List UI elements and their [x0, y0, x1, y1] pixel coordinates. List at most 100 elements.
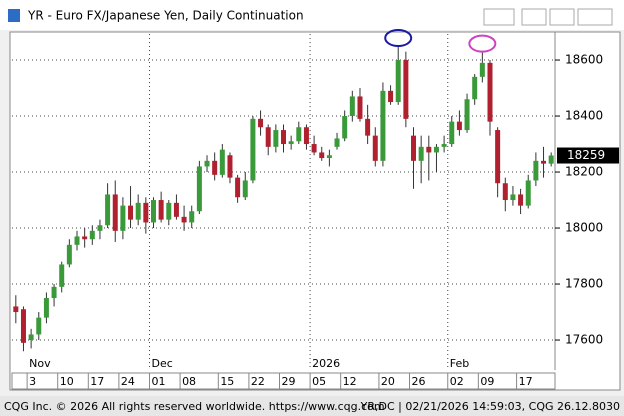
- candle-body: [258, 118, 264, 128]
- candle-body: [59, 264, 65, 287]
- candle-body: [311, 144, 317, 153]
- candle-body: [288, 141, 294, 145]
- last-price-label: 18259: [567, 148, 605, 162]
- candle-body: [349, 96, 355, 117]
- x-tick-label: 01: [151, 375, 165, 388]
- candle-body: [411, 135, 417, 161]
- window-title: YR - Euro FX/Japanese Yen, Daily Continu…: [27, 9, 304, 23]
- chart-area: [9, 31, 621, 391]
- candle-body: [158, 200, 164, 220]
- annotation-ellipse: [468, 34, 497, 53]
- x-tick-label: 22: [251, 375, 265, 388]
- candle-body: [464, 99, 470, 131]
- date-strip: [11, 372, 556, 390]
- x-tick-label: 26: [412, 375, 426, 388]
- app-icon: [8, 9, 20, 22]
- candle-body: [403, 60, 409, 119]
- candle-body: [418, 146, 424, 161]
- candle-body: [219, 149, 225, 175]
- minimize-button[interactable]: [521, 8, 547, 26]
- x-tick-label: 09: [480, 375, 494, 388]
- candle-body: [365, 118, 371, 136]
- candle-body: [13, 306, 19, 313]
- footer-right: YR,DC | 02/21/2026 14:59:03, CQG 26.12.8…: [360, 400, 620, 413]
- candle-body: [227, 155, 233, 178]
- candle-body: [66, 244, 72, 265]
- candle-body: [242, 180, 248, 198]
- candle-body: [449, 121, 455, 145]
- maximize-button[interactable]: [549, 8, 575, 26]
- x-tick-label: 12: [343, 375, 357, 388]
- y-tick-label: 18600: [565, 53, 603, 67]
- candle-body: [166, 202, 172, 220]
- candle-body: [388, 90, 394, 103]
- candle-body: [204, 160, 210, 167]
- candle-body: [36, 317, 42, 335]
- candle-body: [472, 76, 478, 100]
- candle-body: [296, 127, 302, 142]
- candle-body: [74, 236, 80, 245]
- candle-body: [173, 202, 179, 217]
- month-label: Feb: [450, 357, 469, 370]
- candle-body: [135, 202, 141, 220]
- candle-body: [120, 205, 126, 231]
- x-tick-label: 29: [282, 375, 296, 388]
- x-tick-label: 08: [182, 375, 196, 388]
- x-tick-label: 05: [312, 375, 326, 388]
- month-label: Dec: [151, 357, 172, 370]
- candle-body: [89, 230, 95, 240]
- candle-body: [495, 130, 501, 184]
- candle-body: [433, 146, 439, 153]
- annotation-ellipse: [384, 29, 413, 48]
- status-bar: [0, 396, 624, 416]
- x-tick-label: 15: [220, 375, 234, 388]
- candle-body: [273, 130, 279, 147]
- candle-body: [334, 138, 340, 147]
- candle-body: [541, 160, 547, 164]
- candle-body: [380, 90, 386, 161]
- candle-body: [265, 127, 271, 147]
- y-tick-label: 17800: [565, 277, 603, 291]
- candle-body: [548, 155, 554, 164]
- y-tick-label: 17600: [565, 333, 603, 347]
- candle-body: [150, 200, 156, 223]
- candle-body: [357, 96, 363, 119]
- x-tick-label: 17: [90, 375, 104, 388]
- candle-body: [533, 160, 539, 181]
- candle-body: [426, 146, 432, 153]
- candle-body: [372, 135, 378, 161]
- x-tick-label: 20: [381, 375, 395, 388]
- x-tick-label: 17: [519, 375, 533, 388]
- candle-body: [303, 127, 309, 145]
- month-label: Nov: [29, 357, 51, 370]
- candle-body: [235, 177, 241, 198]
- candle-body: [487, 62, 493, 122]
- candle-body: [395, 60, 401, 103]
- candle-body: [250, 118, 256, 181]
- candle-body: [28, 334, 34, 341]
- candle-body: [212, 160, 218, 175]
- candle-body: [326, 155, 332, 159]
- title-bar: [0, 0, 624, 30]
- last-price-box: [557, 147, 619, 164]
- candle-body: [97, 225, 103, 231]
- candle-body: [181, 216, 187, 223]
- candle-body: [189, 211, 195, 223]
- x-tick-label: 02: [450, 375, 464, 388]
- candle-body: [319, 152, 325, 159]
- candle-body: [51, 286, 57, 299]
- candle-body: [441, 144, 447, 147]
- candle-body: [82, 236, 88, 240]
- footer-left: CQG Inc. © 2026 All rights reserved worl…: [4, 400, 385, 413]
- candle-body: [105, 194, 111, 226]
- month-label: 2026: [312, 357, 340, 370]
- candle-body: [479, 62, 485, 77]
- candle-body: [456, 121, 462, 131]
- candle-body: [510, 194, 516, 201]
- candle-body: [196, 166, 202, 212]
- link-button[interactable]: [483, 8, 515, 26]
- x-tick-label: 3: [29, 375, 36, 388]
- candle-body: [342, 116, 348, 139]
- close-button[interactable]: [577, 8, 613, 26]
